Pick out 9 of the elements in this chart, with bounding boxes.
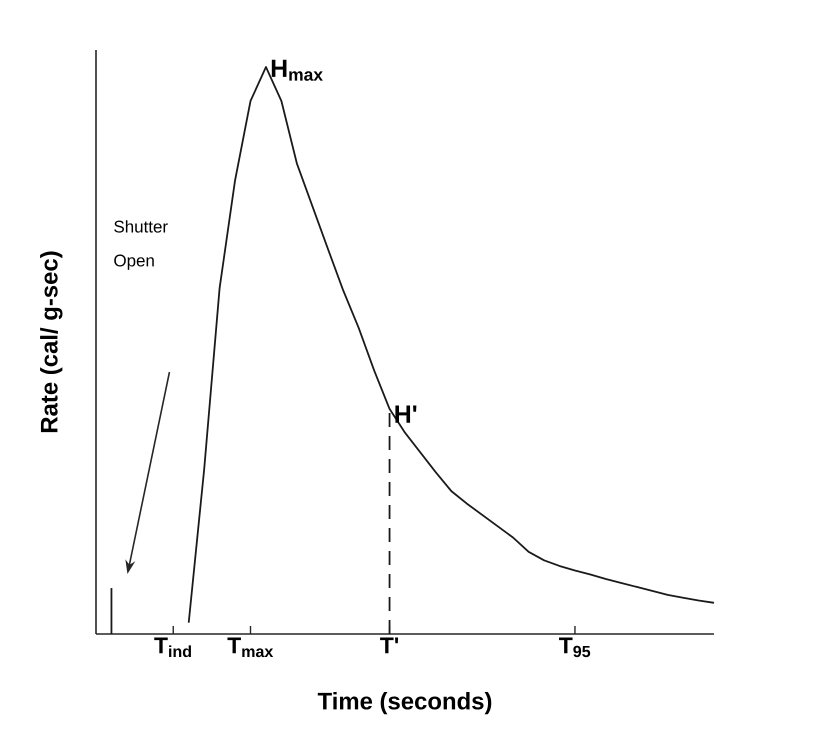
y-axis-title: Rate (cal/ g-sec) (40, 252, 62, 432)
x-tick-label: T$_{max}$ (227, 638, 274, 658)
x-axis-title: Time (seconds) (318, 692, 492, 714)
annotation: H$_{max}$ (272, 60, 323, 81)
x-tick-label: T$_{95}$ (559, 638, 590, 658)
x-tick-label: T' (380, 638, 398, 654)
ref-line-label: H' (395, 406, 416, 423)
text: Shutter Open (114, 220, 168, 270)
x-tick-label: T$_{ind}$ (154, 638, 191, 658)
